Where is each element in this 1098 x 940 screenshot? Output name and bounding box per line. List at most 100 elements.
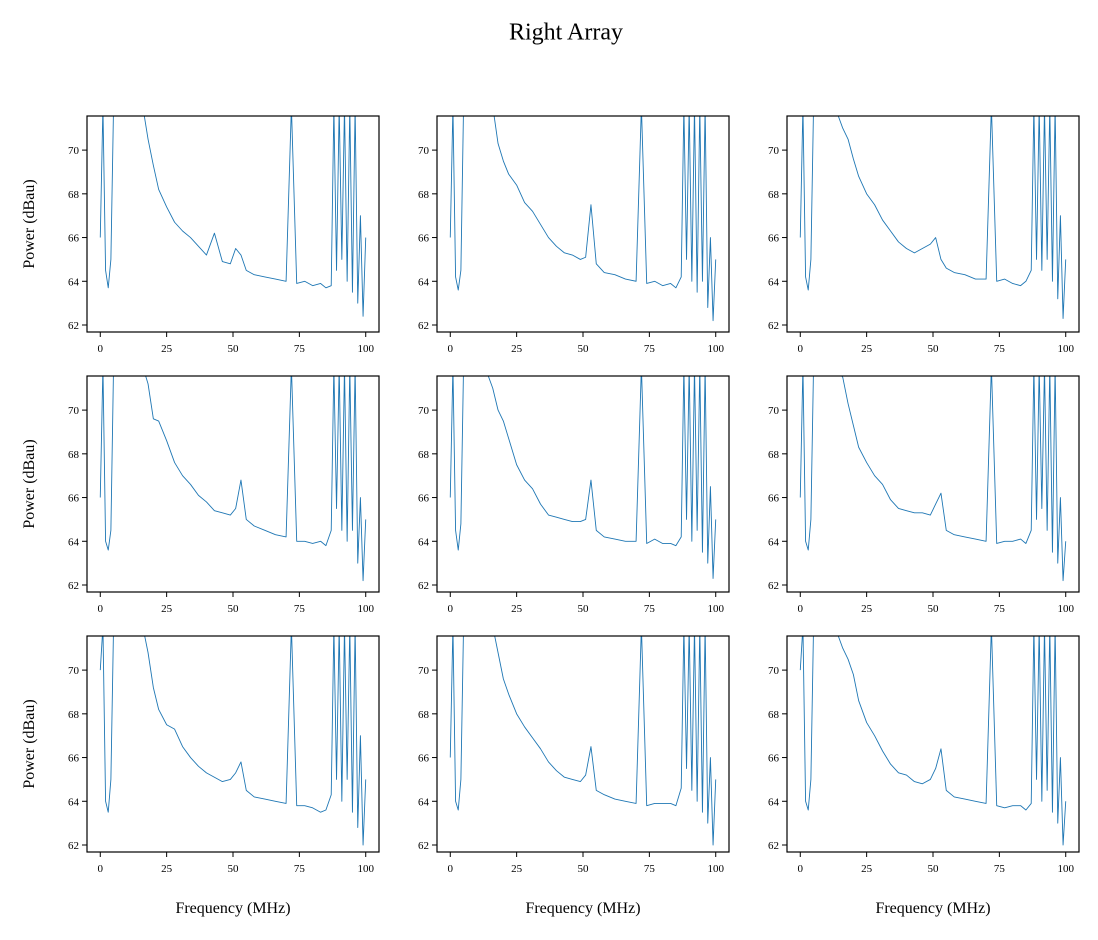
y-tick-label: 68 — [768, 709, 780, 721]
y-tick-label: 70 — [768, 665, 780, 677]
y-tick-label: 66 — [418, 233, 430, 245]
data-line — [99, 636, 367, 846]
x-tick-label: 0 — [98, 343, 104, 355]
y-tick-label: 68 — [68, 189, 80, 201]
data-line — [449, 116, 717, 322]
x-tick-label: 0 — [798, 863, 804, 875]
x-tick-label: 50 — [578, 343, 590, 355]
figure-title: Right Array — [509, 20, 623, 46]
y-tick-label: 62 — [418, 840, 429, 852]
data-line — [449, 636, 717, 846]
y-tick-label: 62 — [768, 840, 779, 852]
axes-frame — [86, 375, 380, 593]
y-tick-label: 66 — [768, 493, 780, 505]
y-tick-label: 62 — [768, 580, 779, 592]
x-tick-label: 100 — [357, 863, 374, 875]
x-tick-label: 100 — [1057, 343, 1074, 355]
x-tick-label: 25 — [161, 603, 173, 615]
x-tick-label: 100 — [1057, 863, 1074, 875]
x-tick-label: 0 — [98, 863, 104, 875]
x-tick-label: 75 — [994, 863, 1006, 875]
x-tick-label: 0 — [98, 603, 104, 615]
x-tick-label: 0 — [448, 343, 454, 355]
y-tick-label: 68 — [768, 449, 780, 461]
data-line — [799, 116, 1067, 319]
x-tick-label: 25 — [861, 603, 873, 615]
y-tick-label: 66 — [68, 753, 80, 765]
y-tick-label: 70 — [418, 405, 430, 417]
x-tick-label: 25 — [161, 863, 173, 875]
x-tick-label: 50 — [578, 603, 590, 615]
y-tick-label: 66 — [68, 233, 80, 245]
axes-frame — [436, 115, 730, 333]
y-tick-label: 66 — [418, 493, 430, 505]
x-tick-label: 50 — [928, 863, 940, 875]
x-tick-label: 100 — [357, 343, 374, 355]
y-tick-label: 68 — [68, 449, 80, 461]
x-tick-label: 0 — [798, 603, 804, 615]
x-axis-label: Frequency (MHz) — [175, 900, 290, 917]
y-tick-label: 68 — [68, 709, 80, 721]
axes-frame — [786, 375, 1080, 593]
y-tick-label: 68 — [418, 449, 430, 461]
x-tick-label: 50 — [928, 343, 940, 355]
axes-frame — [786, 635, 1080, 853]
y-tick-label: 70 — [68, 145, 80, 157]
y-tick-label: 64 — [418, 536, 430, 548]
x-tick-label: 100 — [357, 603, 374, 615]
y-axis-label: Power (dBau) — [21, 179, 38, 268]
x-tick-label: 100 — [707, 603, 724, 615]
y-tick-label: 68 — [418, 709, 430, 721]
x-tick-label: 50 — [228, 603, 240, 615]
x-tick-label: 75 — [644, 343, 656, 355]
x-tick-label: 100 — [1057, 603, 1074, 615]
x-tick-label: 25 — [511, 603, 523, 615]
y-tick-label: 70 — [68, 405, 80, 417]
x-tick-label: 75 — [994, 343, 1006, 355]
y-tick-label: 70 — [418, 665, 430, 677]
x-tick-label: 50 — [228, 863, 240, 875]
y-tick-label: 62 — [768, 320, 779, 332]
axes-frame — [86, 115, 380, 333]
y-tick-label: 70 — [768, 145, 780, 157]
y-tick-label: 64 — [418, 796, 430, 808]
x-tick-label: 0 — [798, 343, 804, 355]
axes-frame — [436, 375, 730, 593]
x-tick-label: 25 — [861, 863, 873, 875]
y-tick-label: 62 — [418, 320, 429, 332]
y-axis-label: Power (dBau) — [21, 699, 38, 788]
y-tick-label: 66 — [68, 493, 80, 505]
axes-frame — [436, 635, 730, 853]
y-tick-label: 66 — [768, 753, 780, 765]
x-tick-label: 75 — [294, 603, 306, 615]
x-tick-label: 50 — [578, 863, 590, 875]
y-tick-label: 64 — [768, 276, 780, 288]
y-tick-label: 64 — [68, 536, 80, 548]
y-tick-label: 62 — [68, 580, 79, 592]
y-tick-label: 64 — [768, 536, 780, 548]
x-tick-label: 75 — [644, 863, 656, 875]
y-tick-label: 66 — [418, 753, 430, 765]
x-tick-label: 100 — [707, 343, 724, 355]
x-tick-label: 50 — [928, 603, 940, 615]
x-tick-label: 50 — [228, 343, 240, 355]
x-tick-label: 25 — [511, 863, 523, 875]
data-line — [99, 376, 367, 582]
y-tick-label: 68 — [768, 189, 780, 201]
y-tick-label: 70 — [418, 145, 430, 157]
x-tick-label: 25 — [161, 343, 173, 355]
x-tick-label: 100 — [707, 863, 724, 875]
y-tick-label: 62 — [418, 580, 429, 592]
x-tick-label: 0 — [448, 863, 454, 875]
data-line — [99, 116, 367, 317]
y-tick-label: 64 — [68, 276, 80, 288]
axes-frame — [86, 635, 380, 853]
y-tick-label: 70 — [768, 405, 780, 417]
y-tick-label: 64 — [68, 796, 80, 808]
x-tick-label: 75 — [294, 343, 306, 355]
x-axis-label: Frequency (MHz) — [875, 900, 990, 917]
x-tick-label: 25 — [861, 343, 873, 355]
y-tick-label: 62 — [68, 840, 79, 852]
